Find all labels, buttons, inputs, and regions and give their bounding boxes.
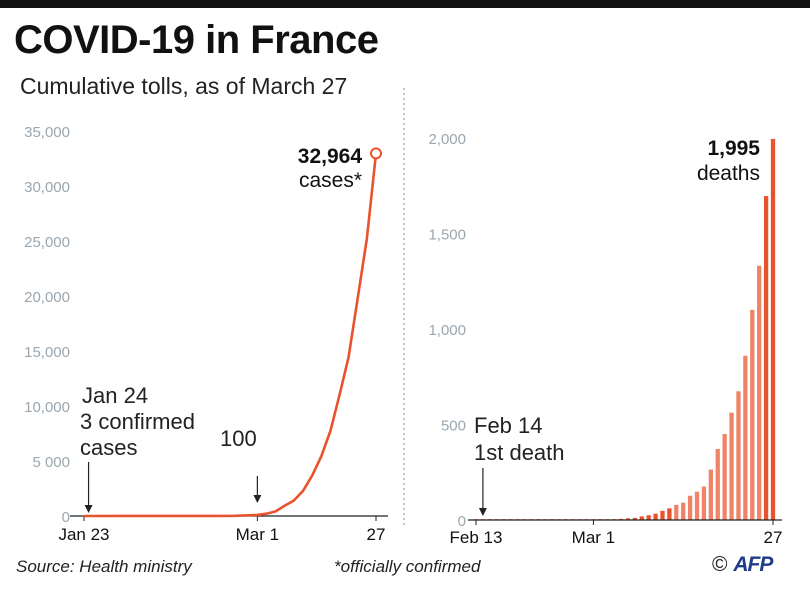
cases-point [256, 514, 258, 516]
y-tick-label-cases: 0 [62, 509, 70, 526]
deaths-bar [646, 515, 651, 520]
x-tick-label-deaths: Mar 1 [572, 528, 615, 547]
cases-point [320, 455, 322, 457]
annotation-first-cases-date: Jan 24 [82, 383, 148, 408]
annotation-arrowhead-first-death [478, 508, 487, 516]
deaths-bar [694, 491, 700, 520]
deaths-end-unit: deaths [697, 162, 760, 185]
deaths-bar [681, 502, 686, 520]
y-tick-label-cases: 5 000 [32, 454, 70, 471]
cases-point [348, 356, 350, 358]
y-tick-label-cases: 15,000 [24, 344, 70, 361]
cases-point [215, 515, 217, 517]
deaths-bar [632, 517, 638, 520]
footnote: *officially confirmed [334, 557, 481, 576]
cases-point [151, 515, 154, 517]
deaths-bar [763, 196, 769, 520]
cases-point [338, 394, 341, 396]
annotation-hundred-cases: 100 [220, 426, 257, 451]
cases-point [311, 475, 313, 477]
y-tick-label-cases: 35,000 [24, 124, 70, 141]
annotation-arrowhead-first-cases [84, 505, 93, 513]
deaths-bar [770, 138, 776, 520]
deaths-bar [715, 448, 720, 520]
deaths-bar [736, 391, 741, 520]
x-tick-label-deaths: Feb 13 [450, 528, 503, 547]
cases-end-value: 32,964 [298, 145, 363, 168]
deaths-bar [667, 508, 672, 520]
x-tick-label-deaths: 27 [764, 528, 783, 547]
copyright-icon: © [712, 553, 728, 576]
x-tick-label-cases: Mar 1 [236, 525, 279, 544]
deaths-bar [625, 518, 631, 520]
y-tick-label-deaths: 1,500 [428, 227, 466, 244]
deaths-bar [729, 412, 734, 520]
y-tick-label-deaths: 500 [441, 418, 466, 435]
cases-end-marker [370, 147, 382, 160]
cases-point [302, 490, 304, 492]
annotation-first-cases-line1: 3 confirmed [80, 409, 195, 434]
cases-point [293, 499, 295, 502]
cases-line [84, 153, 378, 518]
deaths-bar [674, 504, 679, 520]
cases-point [275, 510, 277, 512]
deaths-bar [757, 265, 762, 520]
y-tick-label-cases: 20,000 [24, 289, 70, 306]
cases-point [357, 296, 359, 299]
y-tick-label-cases: 10,000 [24, 399, 70, 416]
cases-point [119, 515, 122, 517]
top-rule [0, 0, 810, 8]
cases-point [329, 430, 331, 432]
cases-point [183, 515, 185, 517]
deaths-bar [653, 513, 658, 520]
y-tick-label-cases: 30,000 [24, 179, 70, 196]
deaths-bar [722, 434, 727, 520]
page-subtitle: Cumulative tolls, as of March 27 [20, 73, 348, 99]
page-title: COVID-19 in France [14, 18, 379, 62]
cases-point [265, 513, 268, 515]
x-tick-label-cases: 27 [367, 525, 386, 544]
deaths-bar [743, 355, 748, 520]
y-tick-label-cases: 25,000 [24, 234, 70, 251]
cases-point [87, 515, 90, 517]
deaths-end-value: 1,995 [707, 137, 760, 160]
annotation-first-death-label: 1st death [474, 440, 565, 465]
deaths-bar [660, 510, 665, 520]
cases-point [366, 237, 368, 240]
deaths-bar [639, 516, 644, 520]
x-tick-label-cases: Jan 23 [58, 525, 109, 544]
annotation-first-cases-line2: cases [80, 435, 137, 460]
cases-point [83, 515, 85, 517]
cases-end-unit: cases* [299, 169, 362, 192]
deaths-bar [750, 309, 755, 520]
agency-logo: AFP [733, 553, 773, 576]
annotation-first-death-date: Feb 14 [474, 413, 543, 438]
annotation-arrowhead-hundred [253, 495, 262, 503]
agency-credit: © AFP [712, 553, 773, 577]
y-tick-label-deaths: 0 [458, 513, 466, 530]
cases-point [233, 515, 236, 517]
source-note: Source: Health ministry [16, 557, 192, 576]
deaths-bar [701, 486, 707, 520]
deaths-bar [708, 469, 713, 520]
deaths-bar [687, 495, 693, 520]
y-tick-label-deaths: 2,000 [428, 131, 466, 148]
cases-point [284, 504, 286, 507]
y-tick-label-deaths: 1,000 [428, 322, 466, 339]
